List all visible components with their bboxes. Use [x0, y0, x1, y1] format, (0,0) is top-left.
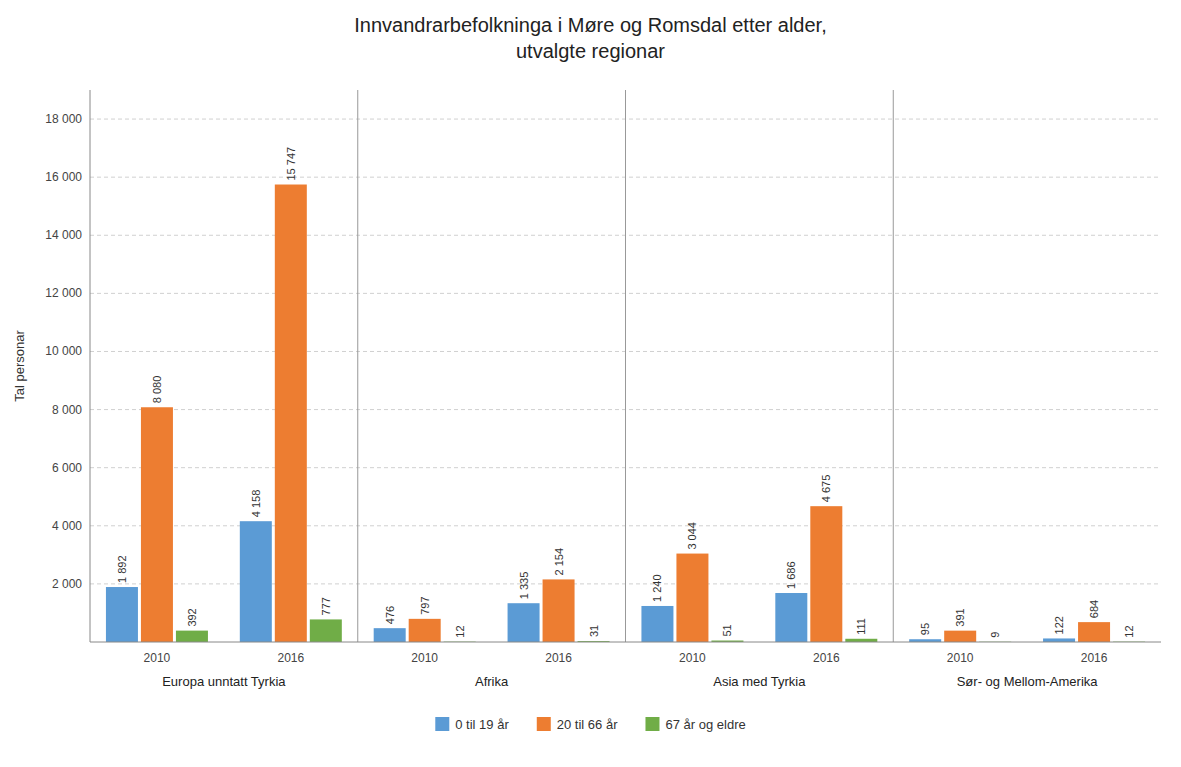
x-tick-label: 2010 — [679, 651, 706, 665]
data-label: 111 — [855, 618, 867, 635]
group-separator — [893, 90, 894, 642]
group-separator — [625, 90, 626, 642]
y-tick-label: 2 000 — [52, 577, 82, 591]
group-label: Europa unntatt Tyrkia — [162, 674, 286, 689]
x-tick-label: 2010 — [947, 651, 974, 665]
bar — [106, 587, 138, 642]
bar — [275, 185, 307, 642]
y-tick-label: 10 000 — [45, 344, 82, 358]
group-label: Asia med Tyrkia — [713, 674, 806, 689]
legend-label: 67 år og eldre — [665, 717, 745, 732]
x-tick-label: 2016 — [545, 651, 572, 665]
title: Innvandrarbefolkninga i Møre og Romsdal … — [354, 14, 826, 62]
x-tick-label: 2016 — [277, 651, 304, 665]
bar — [310, 619, 342, 642]
data-label: 684 — [1088, 600, 1100, 618]
data-label: 122 — [1053, 616, 1065, 634]
y-axis-line — [90, 90, 91, 642]
group-label: Afrika — [475, 674, 509, 689]
x-tick-label: 2016 — [813, 651, 840, 665]
y-tick-label: 4 000 — [52, 519, 82, 533]
y-tick-label: 14 000 — [45, 228, 82, 242]
legend-label: 0 til 19 år — [455, 717, 509, 732]
bar — [543, 579, 575, 642]
y-tick-label: 6 000 — [52, 461, 82, 475]
data-label: 391 — [954, 608, 966, 626]
bar — [1078, 622, 1110, 642]
title-line: Innvandrarbefolkninga i Møre og Romsdal … — [354, 14, 826, 36]
data-label: 476 — [384, 606, 396, 624]
y-tick-label: 18 000 — [45, 112, 82, 126]
data-label: 51 — [721, 624, 733, 636]
data-label: 797 — [419, 596, 431, 614]
group-separator — [357, 90, 358, 642]
bar — [641, 606, 673, 642]
bar — [676, 554, 708, 642]
bar — [810, 506, 842, 642]
x-axis-line — [90, 642, 1161, 643]
data-label: 9 — [989, 632, 1001, 638]
bars — [106, 185, 1145, 642]
bar — [240, 521, 272, 642]
data-label: 1 335 — [518, 572, 530, 600]
bar — [775, 593, 807, 642]
y-axis-label: Tal personar — [12, 330, 27, 402]
y-tick-label: 8 000 — [52, 403, 82, 417]
y-tick-label: 12 000 — [45, 286, 82, 300]
legend: 0 til 19 år 20 til 66 år 67 år og eldre — [435, 717, 745, 732]
group-label: Sør- og Mellom-Amerika — [957, 674, 1099, 689]
data-label: 777 — [320, 597, 332, 615]
y-tick-label: 16 000 — [45, 170, 82, 184]
bar — [1043, 638, 1075, 642]
bar — [508, 603, 540, 642]
chart: Innvandrarbefolkninga i Møre og Romsdal … — [0, 0, 1181, 767]
data-label: 4 158 — [250, 490, 262, 518]
legend-swatch — [645, 717, 659, 731]
data-labels: 1 892 4 158 476 1 335 1 240 1 686 95 122 8 080 15… — [116, 147, 1135, 638]
data-label: 95 — [919, 623, 931, 635]
data-label: 1 892 — [116, 556, 128, 584]
data-label: 15 747 — [285, 147, 297, 181]
legend-swatch — [435, 717, 449, 731]
data-label: 2 154 — [553, 548, 565, 576]
x-tick-label: 2010 — [411, 651, 438, 665]
x-tick-label: 2010 — [144, 651, 171, 665]
bar — [374, 628, 406, 642]
data-label: 8 080 — [151, 376, 163, 404]
bar — [141, 407, 173, 642]
bar — [409, 619, 441, 642]
x-tick-label: 2016 — [1081, 651, 1108, 665]
legend-label: 20 til 66 år — [557, 717, 618, 732]
data-label: 12 — [1123, 625, 1135, 637]
title-line: utvalgte regionar — [516, 40, 665, 62]
data-label: 4 675 — [820, 475, 832, 503]
data-label: 3 044 — [686, 522, 698, 550]
data-label: 31 — [588, 625, 600, 637]
legend-swatch — [537, 717, 551, 731]
data-label: 1 240 — [651, 574, 663, 602]
data-label: 392 — [186, 608, 198, 626]
bar — [944, 631, 976, 642]
data-label: 1 686 — [785, 561, 797, 589]
data-label: 12 — [454, 625, 466, 637]
bar — [176, 631, 208, 642]
